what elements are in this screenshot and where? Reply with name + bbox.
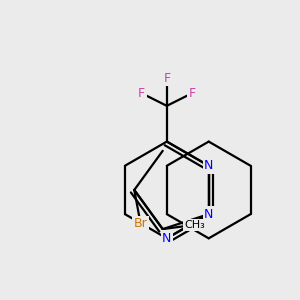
Text: CH₃: CH₃: [184, 220, 205, 230]
Text: F: F: [188, 87, 196, 100]
Text: N: N: [204, 208, 213, 220]
Text: N: N: [204, 159, 213, 172]
Text: Br: Br: [134, 217, 148, 230]
Text: F: F: [138, 87, 145, 100]
Text: F: F: [163, 72, 170, 85]
Text: N: N: [162, 232, 172, 245]
